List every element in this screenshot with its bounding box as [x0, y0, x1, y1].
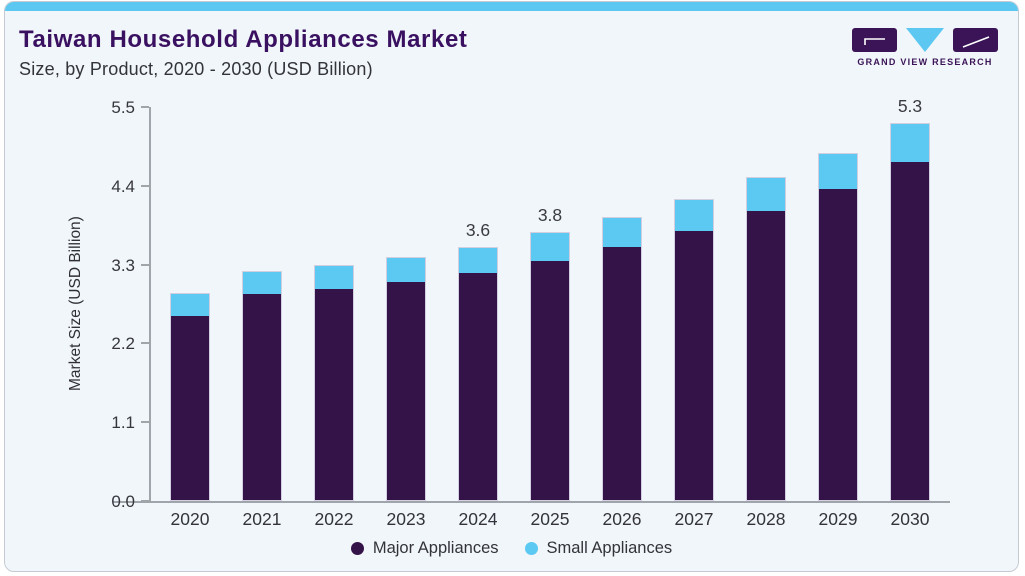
bar-segment-major-2029	[819, 188, 857, 500]
x-label-2020: 2020	[170, 509, 210, 529]
bar-2020	[170, 293, 210, 501]
bar-segment-major-2026	[603, 246, 641, 500]
legend-dot-icon	[350, 542, 364, 555]
gvr-logo-v-icon	[906, 28, 944, 52]
bar-segment-small-2021	[243, 272, 281, 294]
bar-segment-small-2028	[747, 178, 785, 212]
y-tick-label: 4.4	[111, 176, 135, 196]
bar-segment-major-2022	[315, 289, 353, 500]
bar-2026	[602, 217, 642, 501]
bar-segment-small-2030	[891, 123, 929, 162]
x-label-2021: 2021	[242, 509, 282, 529]
y-tick-label: 2.2	[111, 334, 135, 354]
bar-2021	[242, 271, 282, 501]
x-label-2023: 2023	[386, 509, 426, 529]
bar-2028	[746, 177, 786, 501]
gvr-logo-marks	[852, 28, 998, 52]
bar-2029	[818, 152, 858, 501]
page-title: Taiwan Household Appliances Market	[19, 26, 468, 53]
bar-segment-major-2020	[171, 315, 209, 500]
y-tick-label: 0.0	[111, 492, 135, 511]
page-subtitle: Size, by Product, 2020 - 2030 (USD Billi…	[19, 59, 373, 79]
y-tick-label: 5.5	[111, 98, 135, 117]
bar-segment-small-2020	[171, 294, 209, 316]
y-tick-label: 1.1	[111, 413, 135, 433]
x-label-2028: 2028	[746, 509, 786, 529]
bar-segment-small-2029	[819, 153, 857, 189]
value-label-2030: 5.3	[897, 95, 923, 116]
bar-segment-major-2027	[675, 231, 713, 500]
x-label-2029: 2029	[818, 509, 858, 529]
y-tick-mark	[141, 184, 149, 187]
bar-2025	[530, 232, 570, 501]
bar-2027	[674, 198, 714, 501]
bar-segment-small-2025	[531, 233, 569, 261]
y-tick-mark	[141, 421, 149, 424]
x-label-2024: 2024	[458, 509, 498, 529]
x-label-2027: 2027	[674, 509, 714, 529]
y-axis-title: Market Size (USD Billion)	[67, 216, 84, 392]
value-label-2024: 3.6	[465, 219, 491, 240]
bar-segment-small-2024	[459, 247, 497, 274]
y-tick-mark	[141, 342, 149, 345]
bar-segment-small-2023	[387, 257, 425, 283]
bar-segment-major-2025	[531, 260, 569, 500]
gvr-logo-r-icon	[953, 28, 998, 52]
bar-segment-major-2028	[747, 211, 785, 500]
bar-segment-major-2021	[243, 293, 281, 500]
y-tick-mark	[141, 106, 149, 108]
bar-segment-small-2027	[675, 199, 713, 232]
legend-item-small-appliances: Small Appliances	[524, 539, 673, 558]
bar-2030	[890, 122, 930, 501]
plot-area: Market Size (USD Billion) 0.0 1.1 2.2 3.3 4.…	[5, 2, 1018, 571]
bar-segment-small-2022	[315, 266, 353, 290]
bar-segment-major-2030	[891, 161, 929, 500]
top-accent-bar	[5, 2, 1018, 11]
value-label-2025: 3.8	[537, 205, 563, 226]
x-label-2030: 2030	[890, 509, 930, 529]
legend-label: Major Appliances	[372, 539, 499, 557]
y-axis-line	[149, 107, 151, 503]
x-axis-line	[113, 500, 950, 503]
x-label-2022: 2022	[314, 509, 354, 529]
y-tick-label: 3.3	[111, 255, 135, 275]
gvr-logo: GRAND VIEW RESEARCH	[852, 28, 998, 67]
bar-2023	[386, 256, 426, 501]
legend-item-major-appliances: Major Appliances	[350, 539, 499, 558]
bar-2022	[314, 265, 354, 501]
x-label-2025: 2025	[530, 509, 570, 529]
y-tick-mark	[141, 263, 149, 266]
bar-segment-small-2026	[603, 218, 641, 247]
chart-card: Taiwan Household Appliances Market Size,…	[4, 1, 1019, 572]
gvr-logo-text: GRAND VIEW RESEARCH	[857, 57, 993, 67]
x-label-2026: 2026	[602, 509, 642, 529]
bar-segment-major-2024	[459, 273, 497, 500]
bar-segment-major-2023	[387, 282, 425, 500]
y-tick-mark	[141, 500, 149, 502]
legend-label: Small Appliances	[546, 539, 673, 557]
title-block: Taiwan Household Appliances Market Size,…	[19, 26, 468, 80]
legend: Major Appliances Small Appliances	[5, 539, 1018, 558]
bar-2024	[458, 246, 498, 501]
legend-dot-icon	[524, 542, 538, 555]
gvr-logo-g-icon	[852, 28, 897, 52]
